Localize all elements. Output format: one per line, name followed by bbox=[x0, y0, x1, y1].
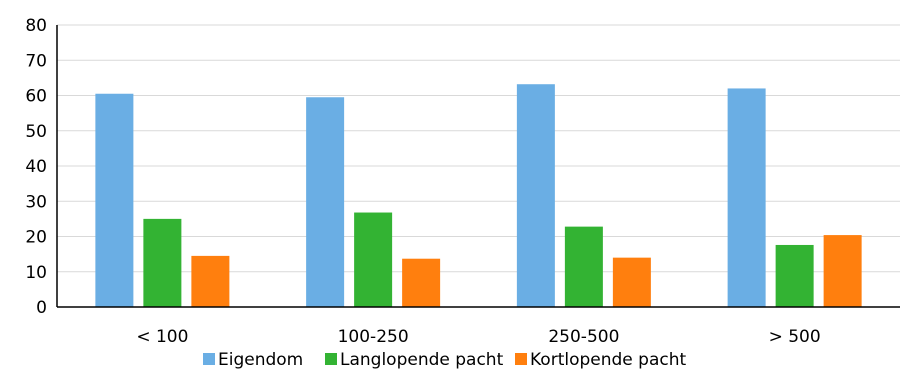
legend: Eigendom Langlopende pacht Kortlopende pac… bbox=[203, 350, 686, 370]
bar-eigendom bbox=[727, 88, 766, 307]
legend-swatch bbox=[203, 353, 215, 365]
bars bbox=[95, 84, 862, 307]
gridlines bbox=[57, 24, 900, 273]
bar-eigendom bbox=[95, 93, 134, 307]
legend-item: Langlopende pacht bbox=[325, 350, 504, 370]
y-tick-label: 0 bbox=[36, 298, 47, 318]
x-category-label: < 100 bbox=[136, 327, 188, 347]
axes bbox=[56, 25, 900, 308]
bar-langlopende-pacht bbox=[564, 226, 603, 307]
legend-item: Kortlopende pacht bbox=[515, 350, 686, 370]
y-tick-label: 60 bbox=[25, 87, 47, 107]
x-category-label: 100-250 bbox=[338, 327, 409, 347]
bar-kortlopende-pacht bbox=[823, 235, 862, 307]
bar-eigendom bbox=[516, 84, 555, 307]
bar-kortlopende-pacht bbox=[402, 258, 441, 307]
y-tick-label: 80 bbox=[25, 16, 47, 36]
bar-kortlopende-pacht bbox=[612, 257, 651, 307]
bar-eigendom bbox=[306, 97, 345, 307]
x-axis-category-labels: < 100 100-250 250-500 > 500 bbox=[136, 327, 820, 347]
y-tick-label: 70 bbox=[25, 51, 47, 71]
legend-label: Kortlopende pacht bbox=[530, 350, 686, 370]
bar-langlopende-pacht bbox=[354, 212, 393, 307]
y-tick-label: 40 bbox=[25, 157, 47, 177]
y-tick-label: 30 bbox=[25, 192, 47, 212]
bar-langlopende-pacht bbox=[775, 244, 814, 307]
y-tick-label: 20 bbox=[25, 228, 47, 248]
x-category-label: > 500 bbox=[769, 327, 821, 347]
y-tick-label: 10 bbox=[25, 263, 47, 283]
x-category-label: 250-500 bbox=[548, 327, 619, 347]
legend-swatch bbox=[325, 353, 337, 365]
bar-langlopende-pacht bbox=[143, 218, 182, 307]
legend-item: Eigendom bbox=[203, 350, 303, 370]
legend-label: Eigendom bbox=[218, 350, 303, 370]
legend-swatch bbox=[515, 353, 527, 365]
y-axis-tick-labels: 0 10 20 30 40 50 60 70 80 bbox=[25, 16, 47, 318]
bar-kortlopende-pacht bbox=[191, 255, 230, 307]
legend-label: Langlopende pacht bbox=[340, 350, 504, 370]
y-tick-label: 50 bbox=[25, 122, 47, 142]
